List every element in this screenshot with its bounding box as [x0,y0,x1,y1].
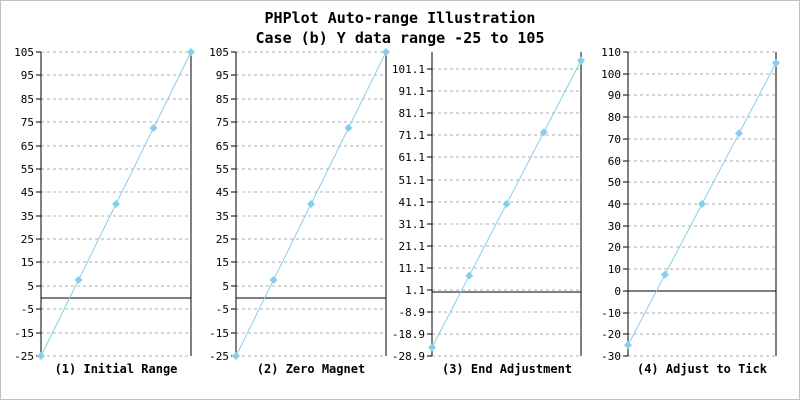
y-tick-label: 85 [216,93,229,106]
y-tick-label: 25 [21,233,34,246]
y-tick-label: -25 [209,350,229,363]
y-tick-label: 20 [608,241,621,254]
y-tick-label: 61.1 [399,151,426,164]
y-tick-label: -30 [601,350,621,363]
y-tick-label: 11.1 [399,262,426,275]
y-tick-label: 100 [601,68,621,81]
data-point-diamond-marker [149,124,158,132]
panel-2-caption: (2) Zero Magnet [256,362,366,376]
y-tick-label: 50 [608,176,621,189]
y-tick-label: 90 [608,89,621,102]
y-tick-label: 5 [222,280,229,293]
y-tick-label: 0 [614,285,621,298]
data-point-diamond-marker [37,352,45,360]
data-point-diamond-marker [624,341,632,350]
y-tick-label: -5 [21,303,34,316]
y-tick-label: 75 [21,116,34,129]
y-tick-label: 70 [608,133,621,146]
y-tick-label: 71.1 [399,129,426,142]
y-tick-label: 65 [21,140,34,153]
y-tick-label: -18.9 [392,328,425,341]
y-tick-label: 65 [216,140,229,153]
y-tick-label: 41.1 [399,196,426,209]
y-tick-label: -15 [209,327,229,340]
y-tick-label: -28.9 [392,350,425,363]
y-tick-label: 45 [216,186,229,199]
y-tick-label: 40 [608,198,621,211]
data-point-diamond-marker [382,48,390,56]
panel-2-plot: 105 95 85 75 65 55 45 35 25 15 5 -5 -15 -25 [209,46,390,363]
y-tick-label: 35 [216,210,229,223]
y-tick-label: 10 [608,263,621,276]
data-point-diamond-marker [772,58,780,67]
y-tick-label: -15 [14,327,34,340]
y-tick-label: 5 [27,280,34,293]
y-tick-label: 105 [209,46,229,59]
chart-title-block: PHPlot Auto-range Illustration Case (b) … [1,8,799,48]
y-tick-label: -8.9 [399,306,426,319]
y-tick-label: 1.1 [405,284,425,297]
chart-subtitle: Case (b) Y data range -25 to 105 [255,29,545,47]
y-tick-label: 80 [608,111,621,124]
y-tick-label: 15 [21,256,34,269]
y-tick-label: -20 [601,328,621,341]
data-point-diamond-marker [187,48,195,56]
y-tick-label: 75 [216,116,229,129]
y-tick-label: 105 [14,46,34,59]
chart-title: PHPlot Auto-range Illustration [264,9,536,27]
y-tick-label: 55 [216,163,229,176]
panel-1-caption: (1) Initial Range [54,362,178,376]
data-point-diamond-marker [428,343,436,352]
data-point-diamond-marker [74,276,83,284]
y-tick-label: 51.1 [399,174,426,187]
y-tick-label: 55 [21,163,34,176]
y-tick-label: 35 [21,210,34,223]
y-tick-label: 110 [601,46,621,59]
y-tick-label: -10 [601,307,621,320]
data-point-diamond-marker [269,276,278,284]
y-tick-label: 25 [216,233,229,246]
y-tick-label: 81.1 [399,107,426,120]
y-tick-label: -25 [14,350,34,363]
y-tick-label: 45 [21,186,34,199]
y-tick-label: 95 [21,69,34,82]
y-tick-label: 60 [608,155,621,168]
panel-3-plot: 101.1 91.1 81.1 71.1 61.1 51.1 41.1 31.1 21.1 11.… [392,52,585,363]
panel-4-caption: (4) Adjust to Tick [636,362,768,376]
data-point-diamond-marker [502,200,511,208]
data-point-diamond-marker [465,271,474,280]
data-point-diamond-marker [112,200,120,208]
y-tick-label: 15 [216,256,229,269]
y-tick-label: -5 [216,303,229,316]
data-point-diamond-marker [698,200,706,208]
data-point-diamond-marker [539,128,548,137]
data-point-diamond-marker [344,124,353,132]
y-tick-label: 21.1 [399,240,426,253]
y-tick-label: 85 [21,93,34,106]
y-tick-label: 101.1 [392,63,425,76]
data-point-diamond-marker [307,200,315,208]
data-point-diamond-marker [735,129,743,138]
data-point-diamond-marker [661,270,669,279]
panel-3-caption: (3) End Adjustment [441,362,573,376]
data-point-diamond-marker [232,352,240,360]
data-point-diamond-marker [577,56,585,65]
panel-1-plot: 105 95 85 75 65 55 45 35 25 15 5 -5 -15 -25 [14,46,195,363]
y-tick-label: 31.1 [399,218,426,231]
y-tick-label: 91.1 [399,85,426,98]
y-tick-label: 30 [608,220,621,233]
y-tick-label: 95 [216,69,229,82]
